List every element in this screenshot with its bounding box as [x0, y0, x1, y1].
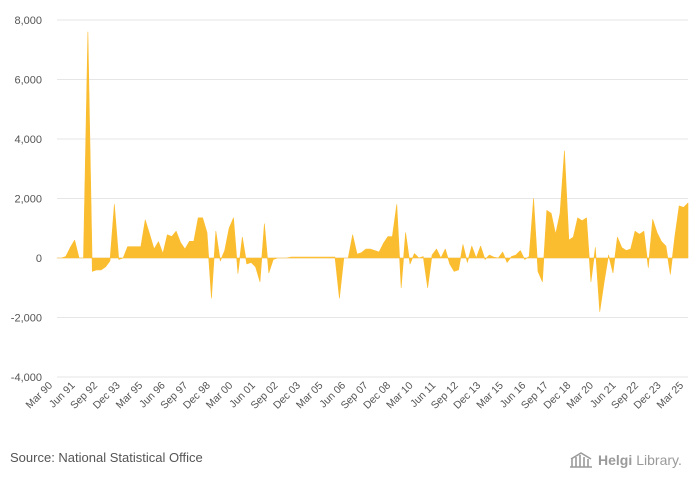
y-tick-label: 6,000	[14, 75, 42, 87]
y-tick-label: 2,000	[14, 194, 42, 206]
grid-lines	[57, 19, 688, 378]
series-layer	[56, 31, 689, 312]
logo-brand: Helgi	[598, 452, 633, 468]
y-tick-label: 8,000	[14, 15, 42, 27]
source-note: Source: National Statistical Office	[10, 450, 203, 465]
y-tick-label: 4,000	[14, 134, 42, 146]
y-tick-label: 0	[36, 253, 42, 265]
helgilibrary-logo: Helgi Library.	[568, 450, 682, 470]
library-building-icon	[570, 452, 592, 468]
logo-suffix: Library.	[636, 452, 682, 468]
y-tick-label: -4,000	[11, 372, 42, 384]
series-area	[56, 31, 689, 312]
area-chart: -4,000 -2,000 0 2,000 4,000 6,000 8,000 Mar 90…	[11, 15, 689, 412]
y-tick-label: -2,000	[11, 313, 42, 325]
y-axis: -4,000 -2,000 0 2,000 4,000 6,000 8,000	[11, 15, 42, 384]
